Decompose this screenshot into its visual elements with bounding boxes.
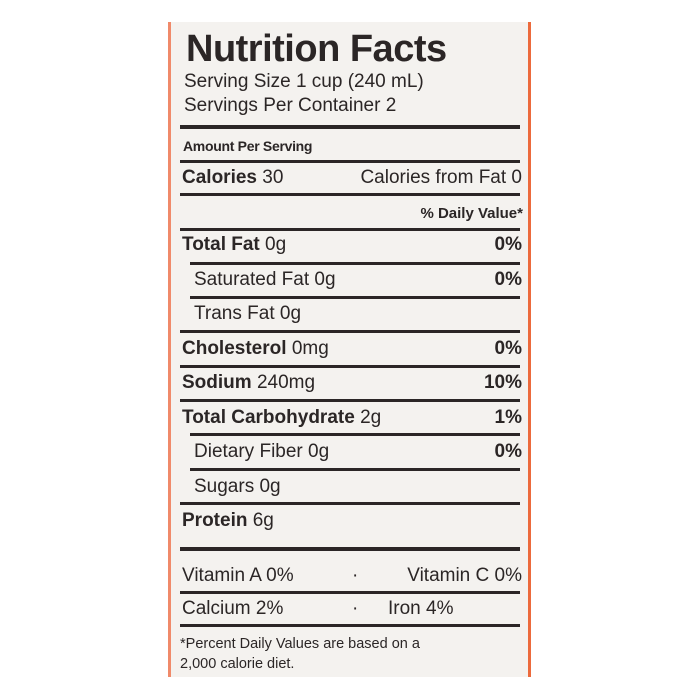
divider xyxy=(180,399,520,402)
nutrient-row-sodium: Sodium 240mg 10% xyxy=(182,371,522,395)
amount-per-serving: Amount Per Serving xyxy=(183,138,313,154)
nutrient-dv: 0% xyxy=(494,269,522,290)
vitamin-row: Vitamin A 0% · Vitamin C 0% xyxy=(182,564,522,588)
nutrient-row-sugars: Sugars 0g xyxy=(194,475,522,499)
serving-size: Serving Size 1 cup (240 mL) xyxy=(184,71,424,92)
nutrient-label: Sodium xyxy=(182,372,252,393)
divider-thick xyxy=(180,547,520,551)
divider xyxy=(180,502,520,505)
divider-thick xyxy=(180,125,520,129)
nutrient-row-saturated-fat: Saturated Fat 0g 0% xyxy=(194,268,522,292)
nutrient-label: Cholesterol xyxy=(182,338,287,359)
nutrient-row-total-fat: Total Fat 0g 0% xyxy=(182,233,522,257)
nutrient-amount: 2g xyxy=(360,407,382,428)
vitamin-a: Vitamin A 0% xyxy=(182,565,294,586)
nutrient-row-total-carbohydrate: Total Carbohydrate 2g 1% xyxy=(182,406,522,430)
nutrient-dv: 10% xyxy=(483,372,522,393)
nutrient-label: Total Carbohydrate xyxy=(182,407,355,428)
nutrient-dv: 0% xyxy=(494,441,522,462)
servings-per-container: Servings Per Container 2 xyxy=(184,95,397,116)
nutrient-label: Sugars xyxy=(194,476,255,497)
calcium: Calcium 2% xyxy=(182,598,284,619)
divider xyxy=(190,433,520,436)
nutrient-amount: 0g xyxy=(308,441,330,462)
daily-value-header: % Daily Value* xyxy=(420,205,523,222)
divider xyxy=(190,296,520,299)
nutrient-row-trans-fat: Trans Fat 0g xyxy=(194,302,522,326)
nutrient-row-cholesterol: Cholesterol 0mg 0% xyxy=(182,337,522,361)
nutrient-dv: 0% xyxy=(494,234,522,255)
divider xyxy=(180,193,520,196)
nutrient-amount: 240mg xyxy=(256,372,316,393)
vitamin-c: Vitamin C 0% xyxy=(407,565,522,586)
nutrient-amount: 0g xyxy=(259,476,281,497)
nutrient-dv: 1% xyxy=(494,407,522,428)
nutrient-amount: 0mg xyxy=(291,338,329,359)
nutrient-label: Dietary Fiber xyxy=(194,441,303,462)
calories-row: Calories 30 Calories from Fat 0 xyxy=(182,166,522,190)
divider xyxy=(190,468,520,471)
divider xyxy=(180,330,520,333)
divider xyxy=(180,160,520,163)
nutrient-label: Protein xyxy=(182,510,248,531)
calories-from-fat: Calories from Fat 0 xyxy=(360,167,522,188)
nutrient-label: Saturated Fat xyxy=(194,269,310,290)
divider xyxy=(180,591,520,594)
nutrient-amount: 6g xyxy=(252,510,274,531)
calories-label: Calories xyxy=(182,167,257,188)
nutrient-row-dietary-fiber: Dietary Fiber 0g 0% xyxy=(194,440,522,464)
nutrient-amount: 0g xyxy=(314,269,336,290)
nutrient-amount: 0g xyxy=(279,303,302,324)
separator-dot: · xyxy=(352,565,359,586)
mineral-row: Calcium 2% · Iron 4% xyxy=(182,597,522,621)
separator-dot: · xyxy=(352,598,359,619)
label-title: Nutrition Facts xyxy=(186,28,447,70)
divider xyxy=(190,262,520,265)
footnote-line-2: 2,000 calorie diet. xyxy=(180,656,295,672)
nutrient-label: Trans Fat xyxy=(194,303,275,324)
nutrition-label-panel xyxy=(168,22,531,677)
calories-value: 30 xyxy=(262,167,284,188)
nutrient-dv: 0% xyxy=(494,338,522,359)
nutrient-label: Total Fat xyxy=(182,234,260,255)
divider xyxy=(180,365,520,368)
iron: Iron 4% xyxy=(388,598,454,619)
divider xyxy=(180,228,520,231)
nutrient-row-protein: Protein 6g xyxy=(182,509,522,533)
footnote-line-1: *Percent Daily Values are based on a xyxy=(180,636,420,652)
divider xyxy=(180,624,520,627)
nutrient-amount: 0g xyxy=(265,234,287,255)
